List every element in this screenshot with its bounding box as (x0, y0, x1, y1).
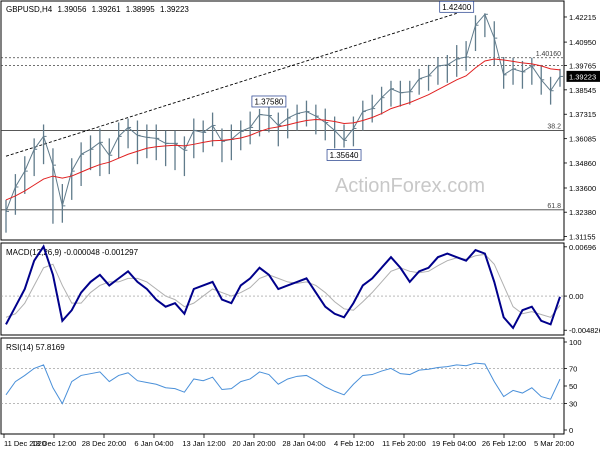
price-annotations: 1.42400 1.37580 1.35640 (251, 0, 475, 161)
rsi-axis-label: 0 (569, 426, 573, 435)
low-value: 1.38995 (126, 5, 155, 14)
macd-axis-label: 0.00 (569, 292, 584, 301)
rsi-axis-label: 70 (569, 364, 577, 373)
time-axis-label: 13 Jan 12:00 (182, 439, 225, 448)
price-axis-label: 1.33600 (569, 184, 596, 193)
macd-axis-label: -0.004826 (569, 326, 600, 335)
price-axis-label: 1.36085 (569, 135, 596, 144)
moving-average-line (5, 58, 561, 201)
annotation-label: 1.35640 (330, 151, 359, 160)
price-trendline (5, 12, 457, 157)
time-axis-label: 19 Feb 04:00 (432, 439, 476, 448)
price-axis-label: 1.37315 (569, 110, 596, 119)
time-axis-label: 4 Feb 12:00 (334, 439, 374, 448)
time-axis-label: 6 Jan 04:00 (134, 439, 173, 448)
macd-panel-frame (0, 242, 565, 336)
fibonacci-label: 38.2 (547, 123, 561, 130)
macd-axis: 0.00696 0.00 -0.004826 (564, 243, 600, 335)
annotation-label: 1.42400 (442, 3, 471, 12)
annotation-label: 1.37580 (254, 97, 283, 106)
current-price-box (566, 70, 600, 82)
price-axis-label: 1.42215 (569, 13, 596, 22)
price-bars (5, 13, 563, 233)
time-axis-label: 5 Mar 20:00 (534, 439, 574, 448)
current-price-label: 1.39223 (569, 72, 596, 81)
price-axis-label: 1.32380 (569, 208, 596, 217)
macd-main-line (5, 244, 561, 330)
time-axis-label: 11 Feb 20:00 (382, 439, 426, 448)
rsi-title: RSI(14) 57.8169 (6, 343, 65, 352)
rsi-axis-label: 50 (569, 382, 577, 391)
price-axis-label: 1.31155 (569, 233, 596, 242)
price-axis-label: 1.34860 (569, 159, 596, 168)
rsi-line (5, 362, 561, 405)
rsi-axis: 100 70 50 30 0 (564, 338, 582, 435)
price-panel-frame (0, 0, 565, 241)
price-axis-label: 1.40950 (569, 38, 596, 47)
time-axis-label: 20 Jan 20:00 (232, 439, 275, 448)
macd-title: MACD(12,26,9) -0.000048 -0.001297 (6, 248, 139, 257)
rsi-axis-label: 100 (569, 338, 582, 347)
open-value: 1.39056 (57, 5, 86, 14)
price-levels: 1.40160 38.2 61.8 (1, 51, 564, 211)
trendline (5, 12, 457, 157)
time-axis-label: 18 Dec 12:00 (32, 439, 77, 448)
rsi-axis-label: 30 (569, 400, 577, 409)
moving-average (5, 58, 561, 201)
rsi-levels (1, 368, 564, 404)
time-axis-label: 28 Dec 20:00 (82, 439, 127, 448)
chart-header: GBPUSD,H4 1.39056 1.39261 1.38995 1.3922… (6, 5, 189, 14)
rsi-line (5, 362, 561, 405)
time-axis-label: 11 Dec 2020 (4, 439, 46, 448)
fibonacci-label: 61.8 (547, 203, 561, 210)
annotation-box (326, 149, 362, 161)
time-axis-label: 28 Jan 04:00 (282, 439, 325, 448)
time-axis-label: 26 Feb 12:00 (482, 439, 526, 448)
high-value: 1.39261 (92, 5, 121, 14)
annotation-box (251, 95, 287, 108)
symbol-label: GBPUSD,H4 (6, 5, 53, 14)
macd-lines (5, 244, 561, 330)
price-axis-label: 1.39765 (569, 62, 596, 71)
price-close-line (5, 13, 561, 212)
price-axis-label: 1.38545 (569, 86, 596, 95)
fibonacci-label: 1.40160 (536, 51, 561, 58)
annotation-box (439, 0, 475, 13)
watermark: ActionForex.com (335, 175, 485, 197)
price-axis: 1.42215 1.40950 1.39765 1.38545 1.37315 1.360… (564, 13, 600, 242)
close-value: 1.39223 (160, 5, 189, 14)
macd-axis-label: 0.00696 (569, 243, 596, 252)
